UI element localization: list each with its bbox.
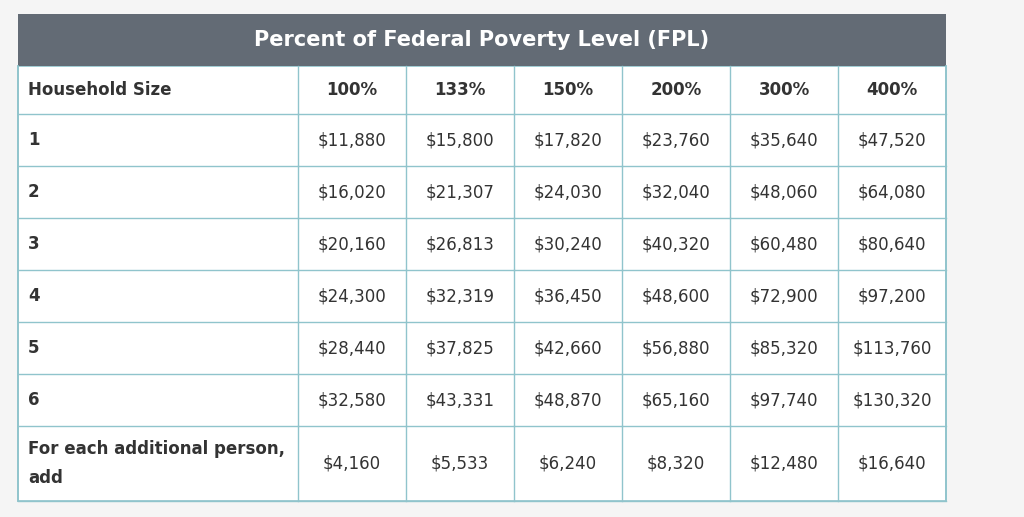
Text: 100%: 100%: [327, 81, 378, 99]
Text: $24,030: $24,030: [534, 183, 602, 201]
Text: $80,640: $80,640: [858, 235, 927, 253]
Text: 300%: 300%: [759, 81, 810, 99]
Text: 1: 1: [28, 131, 40, 149]
Text: 3: 3: [28, 235, 40, 253]
Text: $5,533: $5,533: [431, 454, 489, 473]
Text: $48,600: $48,600: [642, 287, 711, 305]
Text: $60,480: $60,480: [750, 235, 818, 253]
Text: $12,480: $12,480: [750, 454, 818, 473]
Text: $97,740: $97,740: [750, 391, 818, 409]
Text: $20,160: $20,160: [317, 235, 386, 253]
Text: $47,520: $47,520: [858, 131, 927, 149]
Text: $23,760: $23,760: [642, 131, 711, 149]
Text: Percent of Federal Poverty Level (FPL): Percent of Federal Poverty Level (FPL): [254, 30, 710, 50]
Text: $32,040: $32,040: [642, 183, 711, 201]
Text: Household Size: Household Size: [28, 81, 171, 99]
Bar: [18, 66, 946, 501]
Text: 6: 6: [28, 391, 40, 409]
Text: $37,825: $37,825: [426, 339, 495, 357]
Text: $6,240: $6,240: [539, 454, 597, 473]
Text: 200%: 200%: [650, 81, 701, 99]
Text: $48,060: $48,060: [750, 183, 818, 201]
Text: $56,880: $56,880: [642, 339, 711, 357]
Text: $24,300: $24,300: [317, 287, 386, 305]
Text: 5: 5: [28, 339, 40, 357]
Text: $30,240: $30,240: [534, 235, 602, 253]
Text: 400%: 400%: [866, 81, 918, 99]
Bar: [18, 14, 946, 66]
Text: $130,320: $130,320: [852, 391, 932, 409]
Text: $16,640: $16,640: [858, 454, 927, 473]
Text: $64,080: $64,080: [858, 183, 927, 201]
Text: $16,020: $16,020: [317, 183, 386, 201]
Text: 150%: 150%: [543, 81, 594, 99]
Text: $32,319: $32,319: [426, 287, 495, 305]
Text: $42,660: $42,660: [534, 339, 602, 357]
Text: $35,640: $35,640: [750, 131, 818, 149]
Text: $28,440: $28,440: [317, 339, 386, 357]
Text: $26,813: $26,813: [426, 235, 495, 253]
Text: $40,320: $40,320: [642, 235, 711, 253]
Text: $15,800: $15,800: [426, 131, 495, 149]
Text: $32,580: $32,580: [317, 391, 386, 409]
Text: 133%: 133%: [434, 81, 485, 99]
Text: $48,870: $48,870: [534, 391, 602, 409]
Text: $4,160: $4,160: [323, 454, 381, 473]
Text: 4: 4: [28, 287, 40, 305]
Text: $21,307: $21,307: [426, 183, 495, 201]
Text: $65,160: $65,160: [642, 391, 711, 409]
Text: 2: 2: [28, 183, 40, 201]
Text: $97,200: $97,200: [858, 287, 927, 305]
Text: $113,760: $113,760: [852, 339, 932, 357]
Text: $72,900: $72,900: [750, 287, 818, 305]
Text: $17,820: $17,820: [534, 131, 602, 149]
Text: $11,880: $11,880: [317, 131, 386, 149]
Text: $85,320: $85,320: [750, 339, 818, 357]
Text: $43,331: $43,331: [426, 391, 495, 409]
Text: $8,320: $8,320: [647, 454, 706, 473]
Text: $36,450: $36,450: [534, 287, 602, 305]
Text: For each additional person,
add: For each additional person, add: [28, 440, 285, 487]
